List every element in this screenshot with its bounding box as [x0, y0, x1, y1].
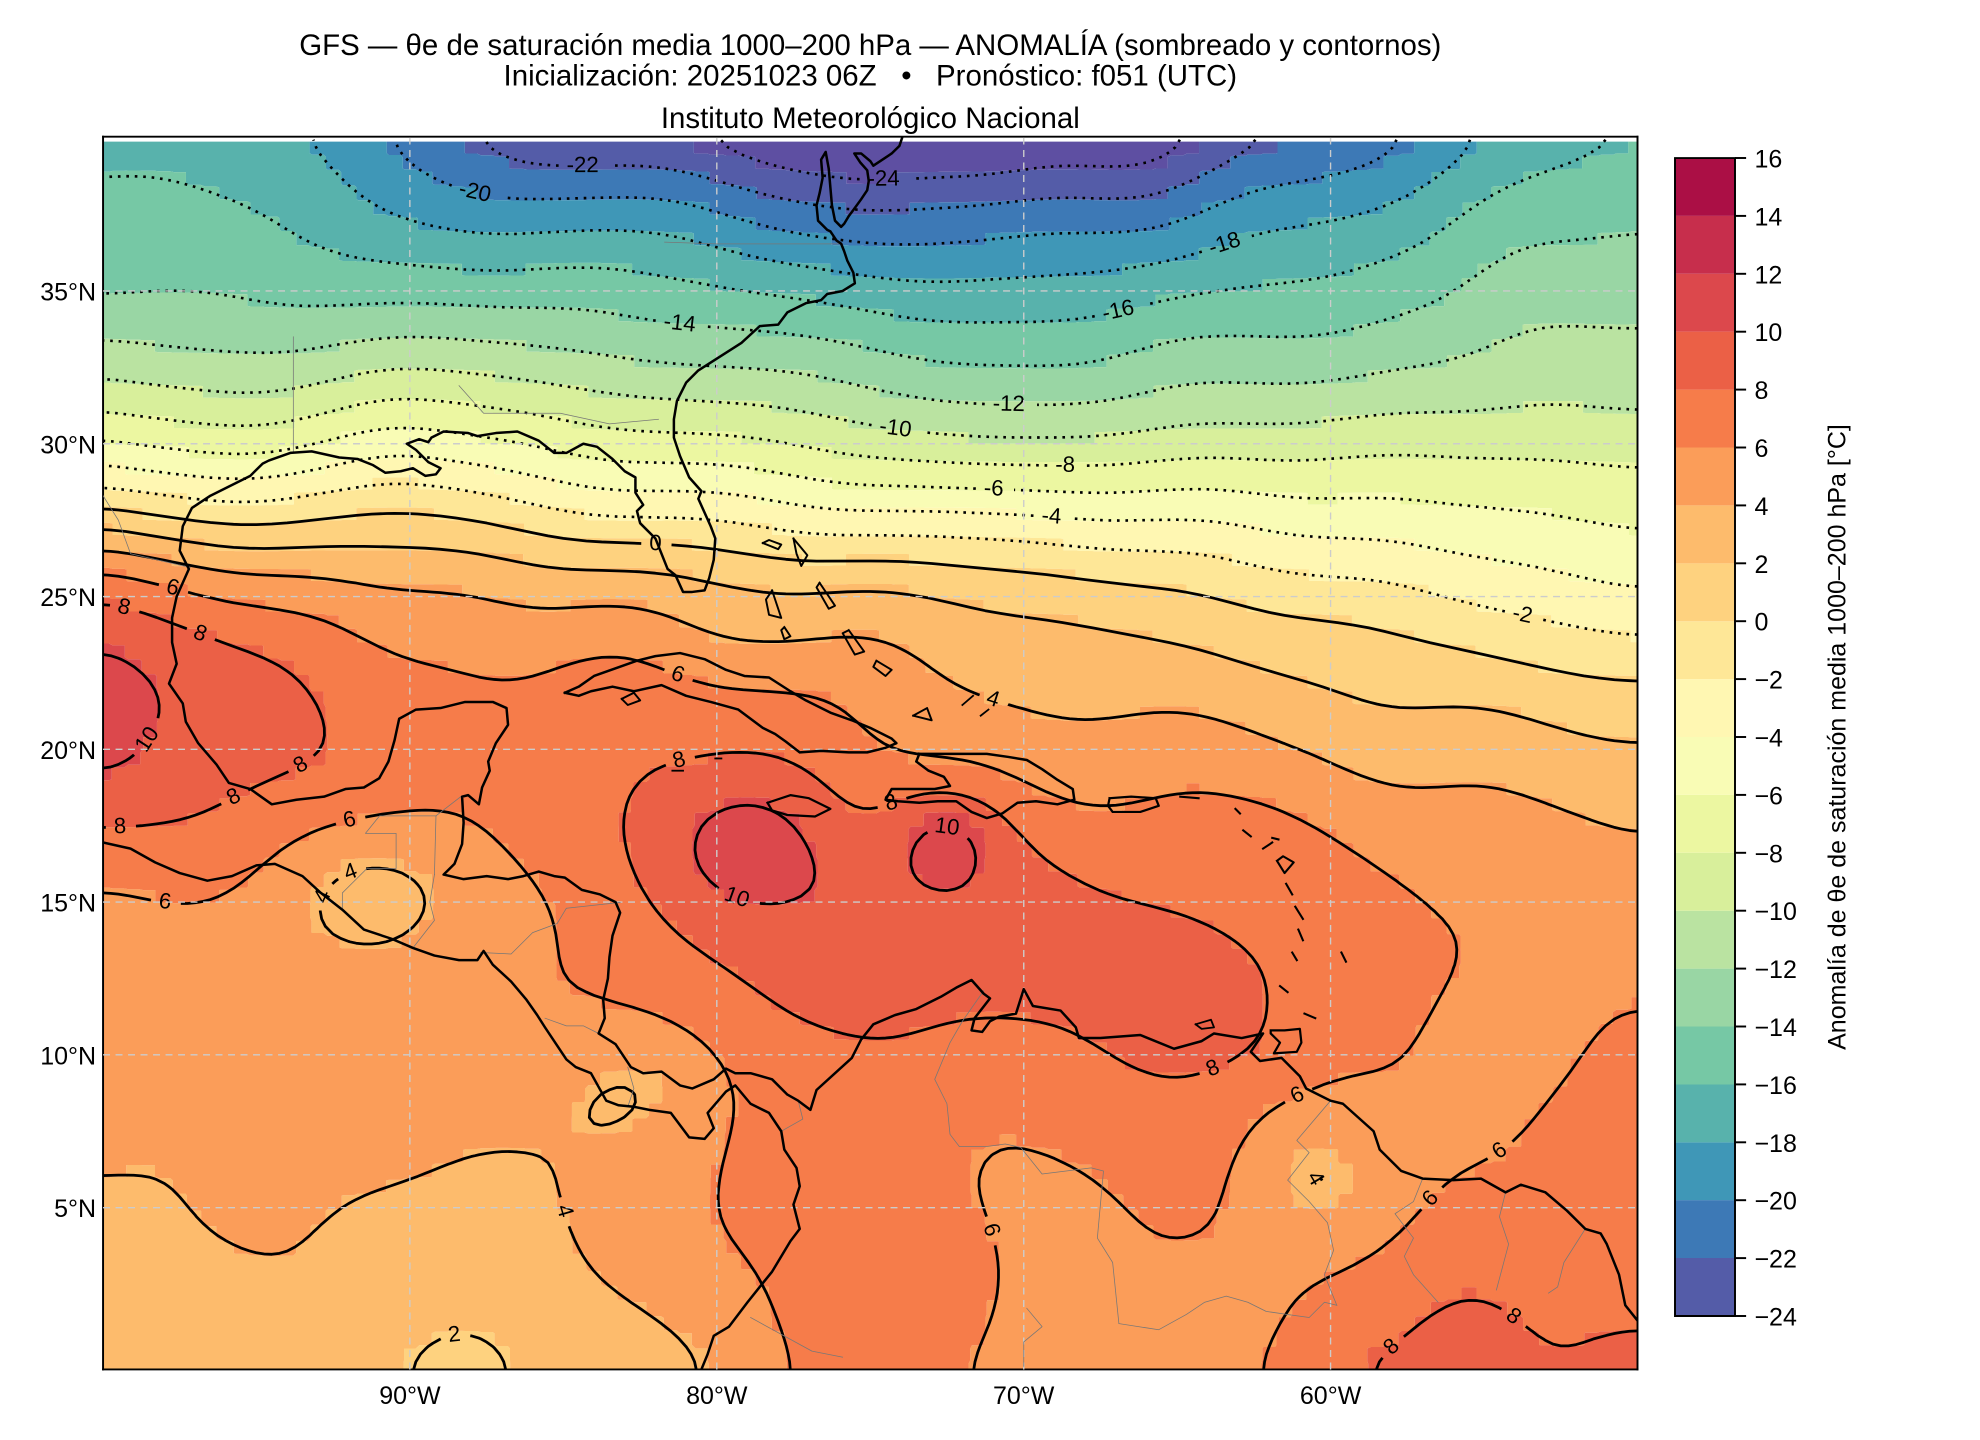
svg-text:25°N: 25°N — [40, 584, 96, 612]
svg-text:-12: -12 — [993, 391, 1026, 417]
svg-text:35°N: 35°N — [40, 278, 96, 306]
svg-text:-4: -4 — [1041, 502, 1063, 528]
svg-text:Anomalía de θe de saturación m: Anomalía de θe de saturación media 1000–… — [1824, 424, 1852, 1050]
svg-text:Instituto Meteorológico Nacion: Instituto Meteorológico Nacional — [661, 102, 1080, 135]
svg-text:30°N: 30°N — [40, 431, 96, 459]
svg-text:−4: −4 — [1754, 724, 1783, 752]
svg-text:8: 8 — [670, 746, 688, 773]
svg-text:−8: −8 — [1754, 840, 1783, 868]
svg-text:−24: −24 — [1754, 1303, 1797, 1331]
svg-text:−22: −22 — [1754, 1246, 1796, 1274]
svg-text:5°N: 5°N — [54, 1195, 96, 1223]
svg-text:20°N: 20°N — [40, 737, 96, 765]
svg-text:16: 16 — [1754, 145, 1782, 173]
svg-text:90°W: 90°W — [379, 1382, 441, 1410]
svg-text:−14: −14 — [1754, 1014, 1797, 1042]
svg-text:−10: −10 — [1754, 898, 1796, 926]
svg-text:8: 8 — [115, 593, 133, 620]
svg-text:−2: −2 — [1754, 667, 1783, 695]
svg-text:-24: -24 — [867, 165, 899, 190]
svg-text:-10: -10 — [878, 413, 913, 442]
svg-text:0: 0 — [1754, 609, 1768, 637]
svg-text:−12: −12 — [1754, 956, 1796, 984]
svg-text:−6: −6 — [1754, 782, 1783, 810]
svg-text:4: 4 — [1754, 493, 1768, 521]
svg-text:GFS — θe de saturación media 1: GFS — θe de saturación media 1000–200 hP… — [299, 29, 1441, 62]
svg-text:8: 8 — [1754, 377, 1768, 405]
svg-text:2: 2 — [1754, 551, 1768, 579]
svg-text:8: 8 — [113, 813, 126, 839]
svg-text:6: 6 — [341, 806, 359, 833]
svg-text:−18: −18 — [1754, 1130, 1796, 1158]
svg-text:Inicialización: 20251023 06Z: Inicialización: 20251023 06Z • Pronóstic… — [504, 59, 1238, 92]
svg-text:-6: -6 — [983, 475, 1004, 501]
svg-text:15°N: 15°N — [40, 890, 96, 918]
svg-text:−20: −20 — [1754, 1188, 1796, 1216]
svg-text:6: 6 — [158, 888, 173, 914]
svg-text:-14: -14 — [662, 308, 697, 336]
svg-text:10: 10 — [1754, 319, 1782, 347]
svg-text:2: 2 — [447, 1321, 462, 1347]
svg-text:-22: -22 — [567, 152, 599, 177]
svg-text:10°N: 10°N — [40, 1042, 96, 1070]
svg-text:80°W: 80°W — [686, 1382, 748, 1410]
svg-text:12: 12 — [1754, 261, 1782, 289]
svg-text:6: 6 — [1754, 435, 1768, 463]
svg-text:10: 10 — [933, 812, 961, 840]
svg-text:60°W: 60°W — [1300, 1382, 1362, 1410]
svg-text:70°W: 70°W — [993, 1382, 1055, 1410]
svg-text:−16: −16 — [1754, 1072, 1796, 1100]
svg-text:14: 14 — [1754, 203, 1782, 231]
svg-text:-8: -8 — [1055, 452, 1075, 477]
